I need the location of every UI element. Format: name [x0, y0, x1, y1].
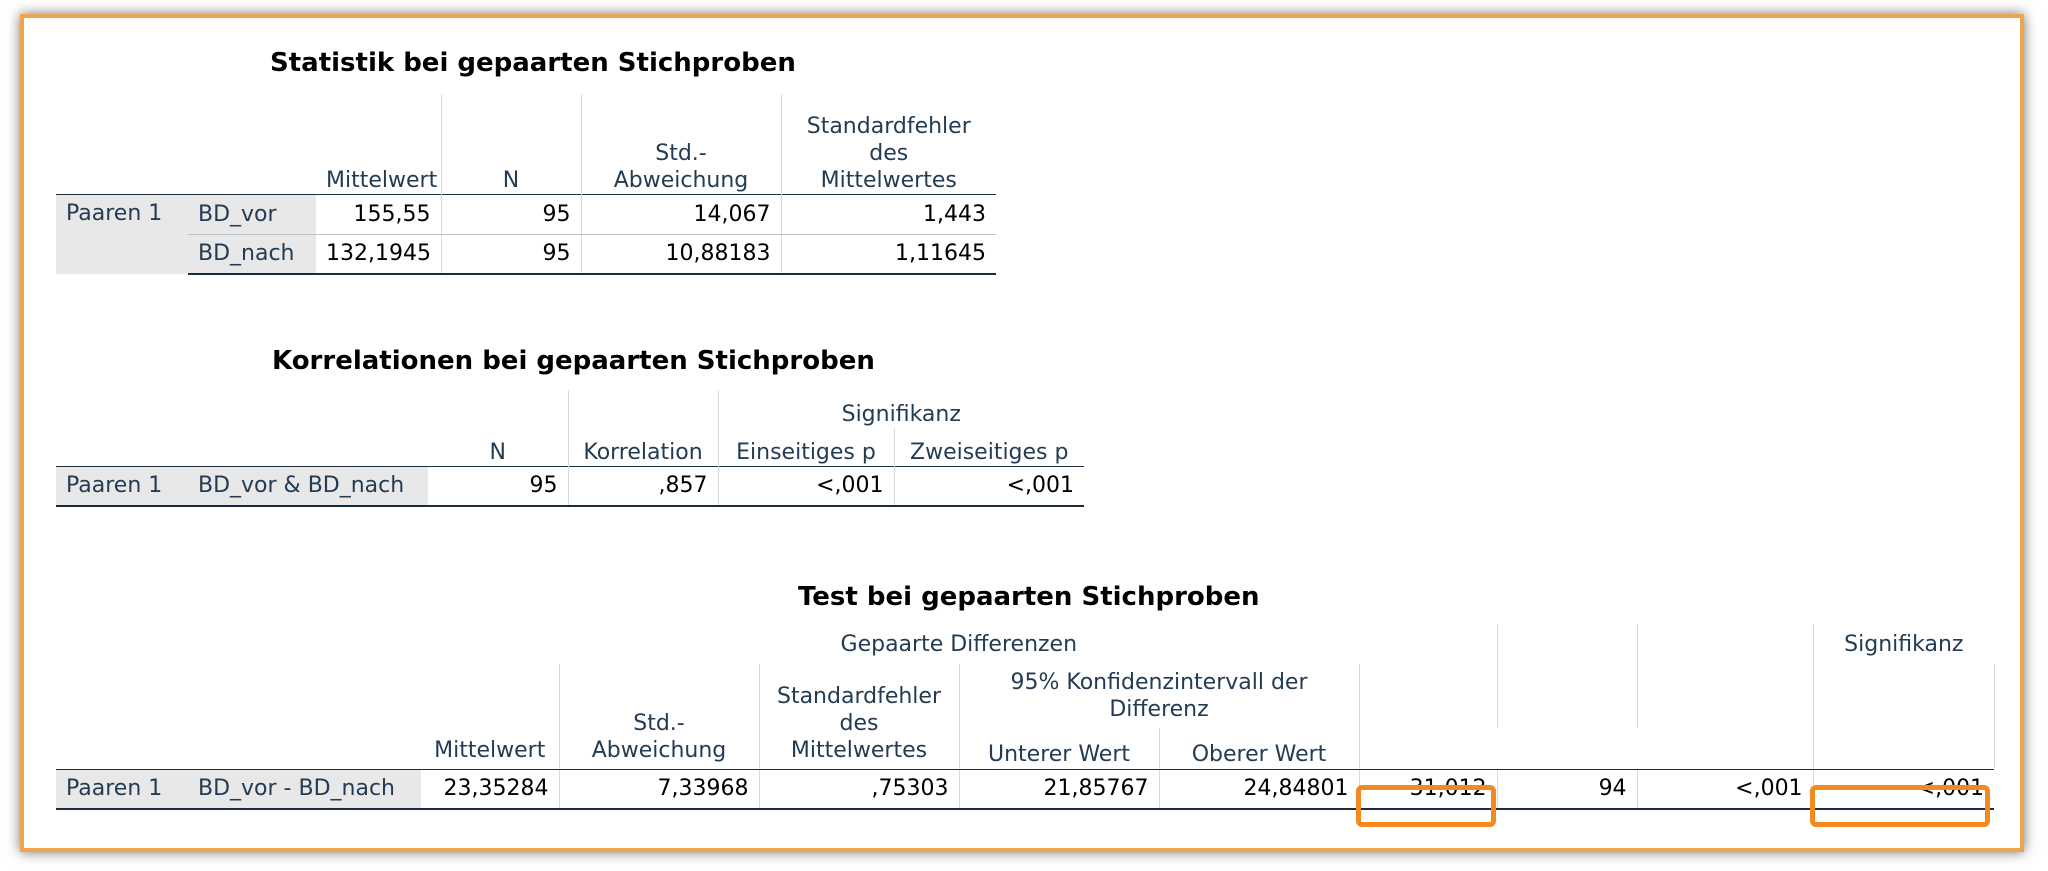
- paired-correlations-table: Signifikanz N Korrelation Einseitiges p …: [56, 390, 1084, 507]
- header-std-abweichung: Std.- Abweichung: [558, 664, 759, 768]
- row-label-pair: BD_vor & BD_nach: [188, 465, 428, 507]
- header-einseitiges-p: Einseitiges p: [717, 428, 894, 466]
- header-std-abweichung: Std.- Abweichung: [580, 94, 781, 194]
- table1-title: Statistik bei gepaarten Stichproben: [270, 48, 796, 78]
- cell-sd: 10,88183: [580, 234, 781, 275]
- cell-sd: 7,33968: [558, 768, 759, 810]
- cell-n: 95: [428, 465, 568, 507]
- pair-label: Paaren 1: [56, 465, 188, 507]
- cell-mean: 155,55: [316, 193, 441, 235]
- header-zweiseitiges-p: Zweiseitiges p: [893, 428, 1084, 466]
- row-label-pair: BD_vor - BD_nach: [188, 768, 421, 810]
- cell-lower: 21,85767: [958, 768, 1159, 810]
- table2-title: Korrelationen bei gepaarten Stichproben: [272, 346, 875, 376]
- row-label-bd-nach: BD_nach: [188, 234, 316, 275]
- cell-upper: 24,84801: [1158, 768, 1359, 810]
- cell-one-sided-p: <,001: [1636, 768, 1814, 810]
- cell-se: ,75303: [758, 768, 959, 810]
- header-oberer-wert: Oberer Wert: [1158, 728, 1359, 768]
- cell-two-sided-p: <,001: [893, 465, 1084, 507]
- paired-test-table: Gepaarte Differenzen Signifikanz Mittelw…: [56, 624, 1995, 810]
- paired-statistics-table: Mittelwert N Std.- Abweichung Standardfe…: [56, 94, 996, 275]
- header-n: N: [440, 94, 581, 194]
- cell-se: 1,443: [780, 193, 996, 235]
- row-label-bd-vor: BD_vor: [188, 193, 316, 235]
- header-standardfehler: Standardfehler des Mittelwertes: [758, 664, 959, 768]
- header-mittelwert: Mittelwert: [434, 738, 546, 763]
- header-n: N: [489, 439, 506, 465]
- cell-mean: 132,1945: [316, 234, 441, 275]
- table3-title: Test bei gepaarten Stichproben: [798, 582, 1260, 612]
- header-unterer-wert: Unterer Wert: [958, 728, 1159, 768]
- cell-se: 1,11645: [780, 234, 996, 275]
- cell-n: 95: [440, 234, 581, 275]
- cell-df: 94: [1496, 768, 1638, 810]
- pair-label: Paaren 1: [56, 768, 188, 810]
- header-signifikanz: Signifikanz: [717, 390, 1084, 428]
- cell-sd: 14,067: [580, 193, 781, 235]
- cell-mean: 23,35284: [421, 768, 559, 810]
- header-mittelwert: Mittelwert: [326, 167, 438, 193]
- header-korrelation: Korrelation: [567, 428, 718, 466]
- cell-one-sided-p: <,001: [717, 465, 894, 507]
- pair-label: Paaren 1: [56, 193, 188, 274]
- two-sided-p-highlight: [1810, 785, 1990, 827]
- header-gepaarte-differenzen: Gepaarte Differenzen: [840, 631, 1078, 657]
- cell-n: 95: [440, 193, 581, 235]
- t-value-highlight: [1356, 785, 1496, 827]
- header-signifikanz: Signifikanz: [1812, 624, 1995, 664]
- header-standardfehler: Standardfehler des Mittelwertes: [780, 94, 996, 194]
- cell-correlation: ,857: [567, 465, 718, 507]
- header-konfidenzintervall: 95% Konfidenzintervall der Differenz: [958, 664, 1359, 728]
